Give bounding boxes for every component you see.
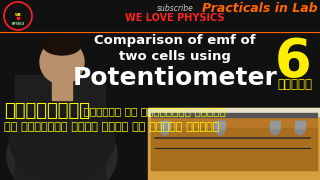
Ellipse shape <box>215 121 225 135</box>
Ellipse shape <box>43 35 81 55</box>
Text: के विद्युत वाहक बलों की तुलना करना।: के विद्युत वाहक बलों की तुलना करना। <box>4 122 220 132</box>
Text: विभवमापी: विभवमापी <box>4 102 90 120</box>
Bar <box>148 108 320 180</box>
Bar <box>15 75 105 180</box>
Ellipse shape <box>295 121 305 135</box>
Text: द्वारा दो प्राथमिक सेलों: द्वारा दो प्राथमिक सेलों <box>80 106 226 116</box>
Ellipse shape <box>160 121 170 135</box>
Text: Practicals in Lab: Practicals in Lab <box>202 2 318 15</box>
Circle shape <box>40 40 84 84</box>
Bar <box>151 128 317 170</box>
Text: हिंदी: हिंदी <box>277 78 312 91</box>
Text: WE: WE <box>15 13 21 17</box>
Bar <box>160 121 170 128</box>
Bar <box>215 121 225 128</box>
Text: PHYSICS: PHYSICS <box>12 22 25 26</box>
Text: two cells using: two cells using <box>119 50 231 63</box>
Text: subscribe: subscribe <box>156 4 193 13</box>
Text: ♥: ♥ <box>16 17 20 22</box>
Bar <box>151 113 317 117</box>
Text: WE LOVE PHYSICS: WE LOVE PHYSICS <box>125 13 225 23</box>
Text: Comparison of emf of: Comparison of emf of <box>94 34 256 47</box>
Bar <box>52 80 72 100</box>
Bar <box>148 108 320 116</box>
Ellipse shape <box>270 121 280 135</box>
Ellipse shape <box>10 100 115 180</box>
Bar <box>295 121 305 128</box>
Bar <box>151 113 317 170</box>
Bar <box>270 121 280 128</box>
Circle shape <box>4 2 32 30</box>
Text: 6: 6 <box>275 36 312 88</box>
Ellipse shape <box>7 110 117 180</box>
Text: Potentiometer: Potentiometer <box>73 66 277 90</box>
